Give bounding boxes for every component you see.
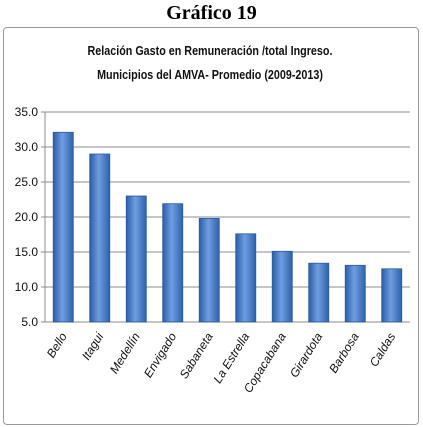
bar-itagui bbox=[89, 153, 111, 323]
category-label: Envigado bbox=[141, 330, 180, 380]
bar-medellín bbox=[125, 195, 147, 323]
bar-copacabana bbox=[271, 250, 293, 323]
category-label: Bello bbox=[44, 330, 70, 360]
y-tick-label: 25.0 bbox=[15, 175, 39, 189]
chart-title: Relación Gasto en Remuneración /total In… bbox=[87, 44, 333, 58]
category-label: Medellín bbox=[107, 330, 143, 376]
bar-la-estrella bbox=[235, 233, 257, 323]
bar-girardota bbox=[308, 262, 330, 323]
y-tick-label: 10.0 bbox=[15, 280, 39, 294]
y-tick-label: 5.0 bbox=[21, 315, 38, 329]
category-label: Barbosa bbox=[326, 330, 362, 376]
y-tick-label: 15.0 bbox=[15, 245, 39, 259]
bar-caldas bbox=[381, 268, 403, 323]
bar-envigado bbox=[162, 203, 184, 323]
bar-bello bbox=[52, 131, 74, 323]
category-label: Sabaneta bbox=[177, 330, 216, 381]
y-tick-label: 35.0 bbox=[15, 105, 39, 119]
bars bbox=[52, 131, 403, 323]
figure-heading: Gráfico 19 bbox=[166, 2, 257, 24]
category-label: Caldas bbox=[367, 330, 399, 369]
y-tick-label: 20.0 bbox=[15, 210, 39, 224]
chart-subtitle: Municipios del AMVA- Promedio (2009-2013… bbox=[97, 68, 323, 82]
bar-barbosa bbox=[344, 264, 366, 323]
category-label: Itagui bbox=[79, 330, 107, 363]
bar-sabaneta bbox=[198, 217, 220, 323]
category-label: Girardota bbox=[287, 330, 326, 380]
category-label: La Estrella bbox=[210, 330, 252, 386]
y-tick-label: 30.0 bbox=[15, 140, 39, 154]
y-axis: 5.0 10.0 15.0 20.0 25.0 30.0 35.0 bbox=[15, 105, 46, 329]
